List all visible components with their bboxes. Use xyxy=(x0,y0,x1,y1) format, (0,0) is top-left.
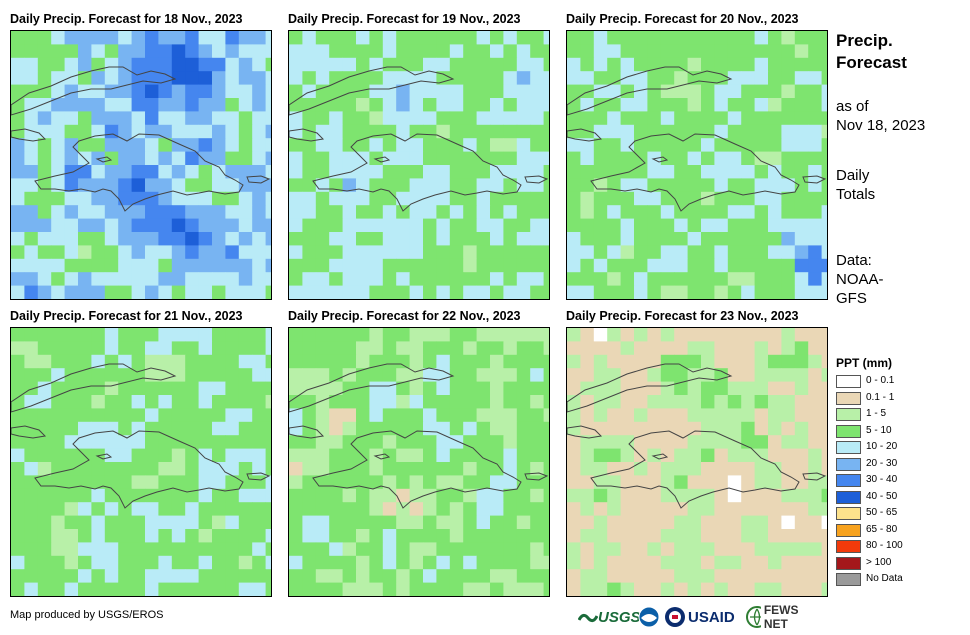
jamaica-outline xyxy=(11,425,47,439)
panel-title-5: Daily Precip. Forecast for 22 Nov., 2023 xyxy=(288,309,521,323)
daily-totals-label: Daily Totals xyxy=(836,167,876,203)
map-panel-22-nov xyxy=(288,327,550,597)
precip-grid xyxy=(567,31,827,299)
legend-label: No Data xyxy=(866,573,903,584)
precip-grid xyxy=(11,31,271,299)
legend-swatch xyxy=(836,441,861,454)
panel-title-4: Daily Precip. Forecast for 21 Nov., 2023 xyxy=(10,309,243,323)
gonave-outline xyxy=(373,453,391,460)
puerto-rico-outline xyxy=(524,472,549,481)
jamaica-outline xyxy=(289,128,325,142)
jamaica-outline xyxy=(11,128,47,142)
map-credit: Map produced by USGS/EROS xyxy=(10,609,164,621)
map-panel-19-nov xyxy=(288,30,550,300)
as-of-date: as of Nov 18, 2023 xyxy=(836,98,926,134)
legend-swatch xyxy=(836,507,861,520)
gonave-outline xyxy=(651,453,669,460)
gonave-outline xyxy=(95,156,113,163)
precip-grid xyxy=(289,31,549,299)
data-source: Data: NOAA- GFS xyxy=(836,252,884,307)
usgs-logo: USGS xyxy=(578,604,641,630)
legend-label: 0 - 0.1 xyxy=(866,375,895,386)
jamaica-outline xyxy=(567,128,603,142)
precip-grid xyxy=(567,328,827,596)
hispaniola-outline xyxy=(312,133,522,212)
precip-grid xyxy=(289,328,549,596)
fews-globe-icon xyxy=(746,606,761,628)
puerto-rico-outline xyxy=(246,175,271,184)
legend-label: 20 - 30 xyxy=(866,457,898,469)
legend-title: PPT (mm) xyxy=(836,356,893,370)
puerto-rico-outline xyxy=(802,175,827,184)
legend-label: > 100 xyxy=(866,556,892,568)
gonave-outline xyxy=(373,156,391,163)
legend-label: 50 - 65 xyxy=(866,507,898,518)
legend-label: 0.1 - 1 xyxy=(866,391,895,403)
side-title: Precip. Forecast xyxy=(836,31,907,72)
legend-swatch xyxy=(836,474,861,487)
panel-title-2: Daily Precip. Forecast for 19 Nov., 2023 xyxy=(288,12,521,26)
jamaica-outline xyxy=(567,425,603,439)
map-panel-21-nov xyxy=(10,327,272,597)
noaa-logo xyxy=(638,604,660,630)
usaid-seal-icon xyxy=(665,607,685,627)
puerto-rico-outline xyxy=(246,472,271,481)
legend-swatch xyxy=(836,523,861,537)
legend-swatch xyxy=(836,375,861,388)
map-panel-18-nov xyxy=(10,30,272,300)
legend-label: 10 - 20 xyxy=(866,441,898,452)
legend-swatch xyxy=(836,556,861,570)
gonave-outline xyxy=(651,156,669,163)
gonave-outline xyxy=(95,453,113,460)
hispaniola-outline xyxy=(590,133,800,212)
legend-swatch xyxy=(836,490,861,504)
jamaica-outline xyxy=(289,425,325,439)
legend-swatch xyxy=(836,391,861,405)
legend-swatch xyxy=(836,457,861,471)
panel-title-1: Daily Precip. Forecast for 18 Nov., 2023 xyxy=(10,12,243,26)
usaid-logo: USAID xyxy=(664,604,735,630)
cuba-outline xyxy=(11,363,177,413)
panel-title-6: Daily Precip. Forecast for 23 Nov., 2023 xyxy=(566,309,799,323)
cuba-outline xyxy=(11,66,177,116)
fews-net-logo: FEWS NET xyxy=(746,603,806,631)
cuba-outline xyxy=(567,363,733,413)
legend-swatch xyxy=(836,408,861,421)
usgs-wave-icon xyxy=(578,613,598,623)
legend-label: 65 - 80 xyxy=(866,523,898,535)
legend-label: 30 - 40 xyxy=(866,474,898,485)
cuba-outline xyxy=(289,363,455,413)
hispaniola-outline xyxy=(34,430,244,509)
legend-label: 80 - 100 xyxy=(866,540,903,551)
hispaniola-outline xyxy=(34,133,244,212)
precip-grid xyxy=(11,328,271,596)
legend-swatch xyxy=(836,573,861,586)
noaa-emblem-icon xyxy=(638,606,660,628)
legend-label: 5 - 10 xyxy=(866,424,892,436)
legend-swatch xyxy=(836,540,861,553)
map-panel-20-nov xyxy=(566,30,828,300)
map-panel-23-nov xyxy=(566,327,828,597)
legend-label: 40 - 50 xyxy=(866,490,898,502)
legend-label: 1 - 5 xyxy=(866,408,887,419)
cuba-outline xyxy=(289,66,455,116)
hispaniola-outline xyxy=(312,430,522,509)
panel-title-3: Daily Precip. Forecast for 20 Nov., 2023 xyxy=(566,12,799,26)
cuba-outline xyxy=(567,66,733,116)
puerto-rico-outline xyxy=(802,472,827,481)
hispaniola-outline xyxy=(590,430,800,509)
legend-swatch xyxy=(836,424,861,438)
puerto-rico-outline xyxy=(524,175,549,184)
